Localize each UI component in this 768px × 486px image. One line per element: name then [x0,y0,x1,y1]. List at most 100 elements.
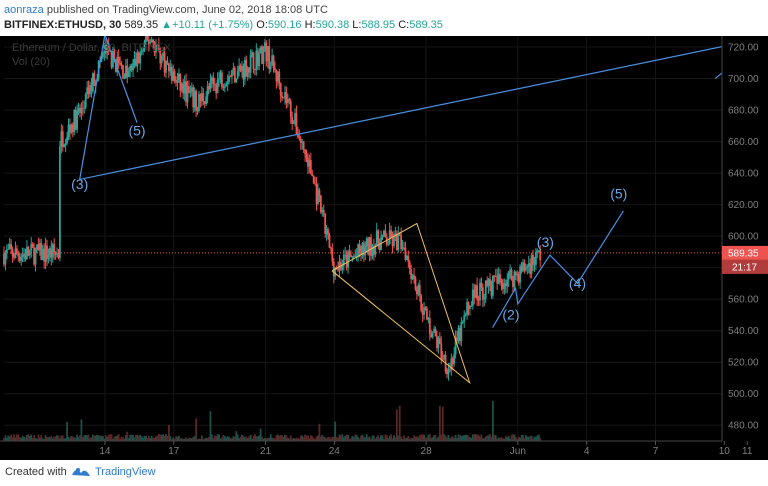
wave-label: (4) [569,275,586,291]
candle-body [447,369,450,375]
volume-bar [497,437,500,441]
candle-body [173,71,176,82]
candle-body [332,261,335,277]
volume-bar [341,434,344,441]
volume-bar [155,436,157,441]
volume-bar [124,435,127,441]
ohlc-line: BITFINEX:ETHUSD, 30 589.35 ▲+10.11 (+1.7… [4,19,443,31]
candle-body [63,144,66,147]
volume-bar [122,437,124,441]
volume-bar [473,434,476,441]
volume-bar [404,438,407,441]
candle-body [170,67,173,81]
candle-body [352,255,355,258]
volume-bar [503,438,506,441]
volume-bar [189,438,192,441]
volume-bar [159,434,162,441]
volume-bar [284,434,286,441]
candle-body [526,266,529,268]
volume-bar [43,438,46,441]
volume-bar [496,438,499,441]
volume-bar [536,435,539,441]
volume-bar [463,435,466,441]
volume-bar [524,434,527,441]
tradingview-link[interactable]: TradingView [95,466,156,478]
candle-body [117,56,120,63]
candle-body [337,268,339,271]
candle-body [102,53,104,58]
volume-bar [461,435,464,441]
volume-bar [228,436,230,441]
time-axis[interactable]: 10 14 17 21 24 28 Jun 4 7 11 [0,440,768,460]
volume-bar [401,438,404,441]
volume-bar [368,436,371,441]
candle-body [405,255,408,260]
candle-body [470,305,473,307]
candle-body [324,213,327,234]
volume-bar [337,437,339,441]
candle-body [391,237,394,246]
volume-bar [493,434,496,441]
volume-bar [271,437,274,441]
candle-body [155,45,157,53]
volume-bar [11,437,14,441]
volume-bar [233,437,236,441]
candle-body [110,51,113,68]
volume-bar [242,435,245,441]
candle-body [38,243,41,251]
candle-body [390,230,393,238]
candle-body [322,209,325,214]
countdown-label: 21:17 [732,262,757,273]
author-link[interactable]: aonraza [4,4,44,16]
candle-body [18,256,21,261]
candle-body [413,275,415,278]
candle-body [149,41,152,45]
volume-bar [446,437,448,441]
candle-body [497,274,500,284]
candle-body [129,66,132,71]
volume-bar [133,437,136,441]
candle-body [450,358,453,370]
candle-body [142,49,144,52]
candle-body [437,338,440,349]
volume-bar [451,436,454,441]
candle-body [264,42,266,50]
high-value: 590.38 [315,19,350,31]
price-chart[interactable]: (3) (5) (2) (3) (4) (5) 480.00 500.00 520.00 540… [0,36,768,460]
candle-body [40,243,43,260]
volume-bar [479,436,481,441]
candle-body [381,234,384,238]
volume-bar [265,438,268,441]
volume-bar [523,438,526,441]
volume-bar [471,434,474,441]
candle-body [47,255,50,260]
volume-bar [140,436,143,441]
volume-bar [150,435,153,441]
volume-bar [16,434,18,441]
volume-bar [378,437,381,441]
volume-bar [8,436,11,441]
volume-bar [137,436,140,441]
volume-bar [483,438,486,441]
volume-bar [519,437,522,441]
volume-bar [393,435,395,441]
candle-body [321,209,324,213]
candle-body [167,63,170,72]
volume-bar [165,434,167,441]
candle-body [243,59,246,80]
candle-body [212,77,215,84]
volume-bar [440,434,443,441]
volume-bar [64,438,67,441]
volume-bar [46,437,48,441]
volume-bar [447,434,450,441]
candle-body [423,307,425,315]
volume-bar [454,434,457,441]
volume-bar [384,434,387,441]
candle-body [387,243,390,245]
volume-bar [17,434,20,441]
price-axis[interactable]: 480.00500.00520.00540.00560.00580.00600.… [721,36,768,441]
candle-body [79,108,81,113]
volume-bar [400,436,403,441]
volume-bar [487,435,490,441]
volume-bar [83,435,86,441]
